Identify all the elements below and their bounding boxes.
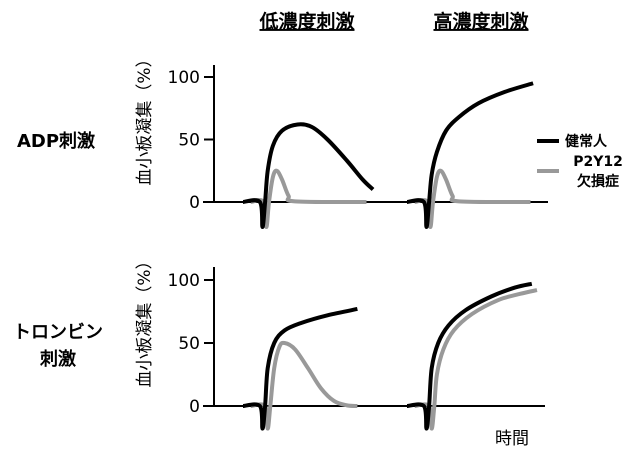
y-tick-label: 0 (189, 397, 200, 417)
legend-label: P2Y12 (573, 154, 623, 170)
x-axis-label: 時間 (495, 429, 529, 449)
column-header: 高濃度刺激 (433, 10, 528, 33)
series-line (242, 307, 358, 431)
y-axis-label: 血小板凝集（%） (135, 252, 155, 387)
y-tick-label: 50 (178, 131, 200, 151)
row-header: 刺激 (40, 348, 76, 370)
y-axis-label: 血小板凝集（%） (135, 50, 155, 185)
series-line (414, 288, 538, 431)
series-line (250, 340, 358, 431)
y-tick-label: 100 (168, 271, 200, 291)
series-line (242, 122, 375, 229)
y-tick-label: 50 (178, 334, 200, 354)
series-line (406, 81, 534, 229)
column-header: 低濃度刺激 (258, 10, 354, 33)
y-tick-label: 100 (168, 68, 200, 88)
row-header: トロンビン (13, 322, 103, 343)
legend-label: 健常人 (565, 133, 608, 150)
legend-label: 欠損症 (577, 173, 619, 190)
row-header: ADP刺激 (17, 130, 95, 152)
series-line (406, 281, 533, 431)
y-tick-label: 0 (189, 193, 200, 213)
